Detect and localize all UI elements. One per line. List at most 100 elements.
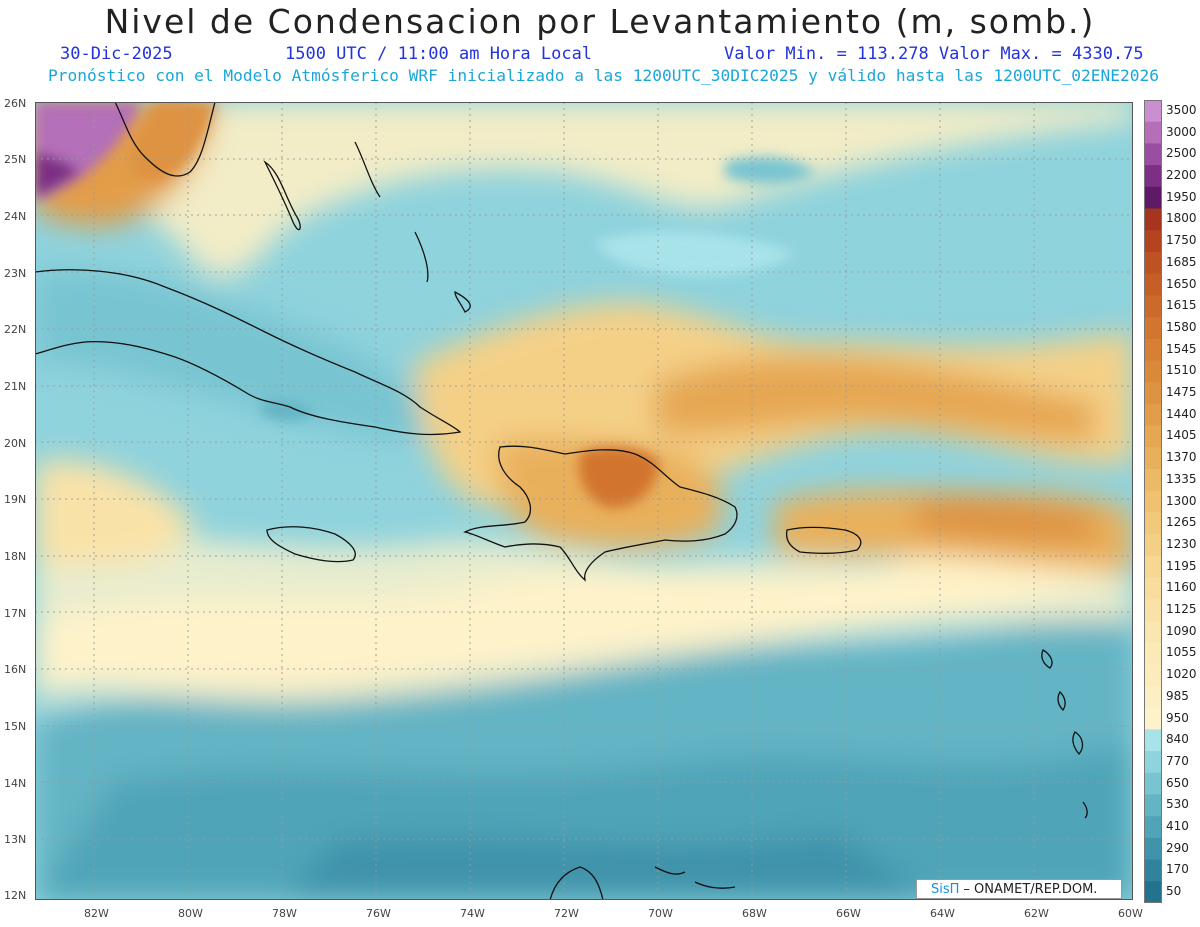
colorbar-label: 1195 (1166, 558, 1197, 573)
colorbar-swatch (1144, 447, 1162, 470)
colorbar-swatch (1144, 121, 1162, 144)
lat-label: 18N (4, 550, 27, 563)
lat-label: 16N (4, 663, 27, 676)
colorbar-label: 50 (1166, 884, 1182, 899)
lat-label: 20N (4, 437, 27, 450)
colorbar-label: 1475 (1166, 385, 1197, 399)
colorbar-swatch (1144, 382, 1162, 405)
colorbar-label: 1950 (1166, 189, 1197, 204)
colorbar-label: 1335 (1166, 471, 1197, 486)
colorbar-swatch (1144, 837, 1162, 861)
colorbar-swatch (1144, 295, 1162, 318)
lon-label: 80W (178, 907, 203, 920)
colorbar-swatch (1144, 642, 1162, 665)
lon-label: 72W (554, 907, 579, 920)
colorbar-label: 170 (1166, 862, 1189, 877)
colorbar-label: 950 (1166, 710, 1189, 725)
colorbar-swatch (1144, 230, 1162, 253)
colorbar-swatch (1144, 403, 1162, 427)
colorbar-swatch (1144, 707, 1162, 730)
lat-label: 25N (4, 153, 27, 166)
lat-label: 22N (4, 323, 27, 336)
colorbar-swatch (1144, 772, 1162, 796)
colorbar-swatch (1144, 186, 1162, 210)
colorbar-label: 1800 (1166, 211, 1197, 226)
colorbar-label: 1580 (1166, 319, 1197, 334)
colorbar-label: 650 (1166, 775, 1189, 790)
lon-label: 82W (84, 907, 109, 920)
colorbar-label: 290 (1166, 840, 1189, 855)
lon-label: 76W (366, 907, 391, 920)
lon-label: 62W (1024, 907, 1049, 920)
colorbar-swatch (1144, 664, 1162, 687)
lat-label: 15N (4, 720, 27, 733)
colorbar-label: 3500 (1166, 102, 1197, 117)
colorbar-swatch (1144, 751, 1162, 774)
colorbar-label: 2200 (1166, 168, 1197, 182)
credit-text: – ONAMET/REP.DOM. (963, 881, 1098, 897)
colorbar-label: 2500 (1166, 146, 1197, 161)
colorbar-label: 3000 (1166, 124, 1197, 139)
colorbar-label: 1055 (1166, 645, 1197, 660)
lon-label: 74W (460, 907, 485, 920)
colorbar-swatch (1144, 577, 1162, 600)
colorbar-swatch (1144, 251, 1162, 275)
colorbar-label: 1020 (1166, 667, 1197, 682)
colorbar-swatch (1144, 425, 1162, 448)
credit-box: SisΠ – ONAMET/REP.DOM. (916, 879, 1122, 899)
lon-label: 66W (836, 907, 861, 920)
colorbar-swatch (1144, 685, 1162, 709)
colorbar-label: 1615 (1166, 298, 1197, 313)
colorbar-label: 1650 (1166, 276, 1197, 291)
colorbar-swatch (1144, 100, 1162, 123)
colorbar-label: 1545 (1166, 341, 1197, 356)
colorbar-swatch (1144, 468, 1162, 492)
min-max-label: Valor Min. = 113.278 Valor Max. = 4330.7… (724, 44, 1144, 64)
coastlines (35, 102, 1088, 900)
lat-label: 26N (4, 97, 27, 110)
graticule (35, 102, 1133, 900)
colorbar (1144, 100, 1162, 903)
lat-label: 23N (4, 267, 27, 280)
colorbar-label: 530 (1166, 797, 1189, 812)
colorbar-label: 1370 (1166, 450, 1197, 465)
colorbar-swatch (1144, 534, 1162, 557)
lat-label: 24N (4, 210, 27, 223)
lon-label: 64W (930, 907, 955, 920)
colorbar-swatch (1144, 729, 1162, 752)
colorbar-swatch (1144, 143, 1162, 166)
colorbar-label: 1125 (1166, 602, 1197, 616)
lat-label: 14N (4, 777, 27, 790)
colorbar-swatch (1144, 208, 1162, 231)
lon-label: 60W (1118, 907, 1143, 920)
colorbar-label: 1300 (1166, 493, 1197, 508)
colorbar-frame (1144, 100, 1162, 903)
map-title: Nivel de Condensacion por Levantamiento … (104, 2, 1096, 41)
forecast-label: Pronóstico con el Modelo Atmósferico WRF… (48, 66, 1160, 85)
lat-label: 21N (4, 380, 27, 393)
date-label: 30-Dic-2025 (60, 44, 173, 64)
sispi-logo: SisΠ (931, 881, 960, 897)
colorbar-label: 1230 (1166, 536, 1197, 551)
lat-label: 12N (4, 889, 27, 902)
colorbar-swatch (1144, 165, 1162, 188)
colorbar-label: 1440 (1166, 406, 1197, 421)
colorbar-label: 1750 (1166, 233, 1197, 248)
field-detail (35, 102, 815, 508)
colorbar-swatch (1144, 816, 1162, 839)
colorbar-swatch (1144, 881, 1162, 903)
colorbar-label: 410 (1166, 819, 1189, 833)
lon-label: 70W (648, 907, 673, 920)
colorbar-swatch (1144, 859, 1162, 882)
colorbar-label: 1685 (1166, 254, 1197, 269)
colorbar-swatch (1144, 338, 1162, 362)
map-frame (35, 102, 1133, 900)
colorbar-label: 1405 (1166, 428, 1197, 443)
colorbar-label: 985 (1166, 688, 1189, 703)
colorbar-swatch (1144, 317, 1162, 340)
colorbar-swatch (1144, 512, 1162, 535)
colorbar-swatch (1144, 794, 1162, 817)
lat-label: 17N (4, 607, 27, 620)
lon-label: 78W (272, 907, 297, 920)
colorbar-label: 1510 (1166, 363, 1197, 378)
